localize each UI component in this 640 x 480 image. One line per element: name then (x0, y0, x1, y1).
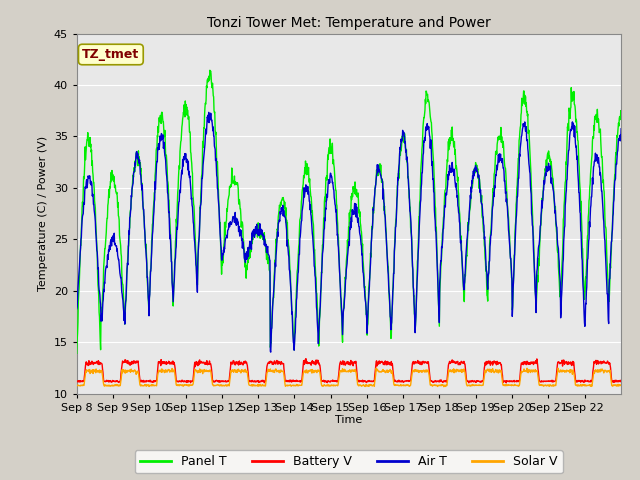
Battery V (589, 363, 597, 369)
Air T (505, 227, 513, 233)
Air T (205, 109, 212, 115)
Solar V (372, 365, 380, 371)
Air T (342, 277, 349, 283)
Battery V (352, 361, 360, 367)
Solar V (164, 368, 172, 374)
Solar V (440, 384, 448, 390)
Solar V (73, 382, 81, 388)
Legend: Panel T, Battery V, Air T, Solar V: Panel T, Battery V, Air T, Solar V (135, 450, 563, 473)
Line: Solar V: Solar V (77, 368, 640, 387)
Panel T (73, 350, 81, 356)
Panel T (341, 274, 349, 280)
Solar V (505, 382, 513, 387)
Air T (73, 306, 81, 312)
Battery V (505, 378, 513, 384)
Air T (589, 164, 597, 169)
Air T (353, 204, 360, 210)
Panel T (504, 211, 512, 217)
Panel T (352, 192, 360, 198)
Line: Battery V: Battery V (77, 359, 640, 383)
Solar V (589, 371, 597, 376)
Air T (267, 349, 275, 355)
Panel T (206, 67, 214, 73)
Battery V (302, 356, 310, 361)
Battery V (164, 360, 172, 366)
Battery V (73, 378, 81, 384)
Panel T (589, 135, 597, 141)
Battery V (341, 362, 349, 368)
Panel T (164, 178, 172, 184)
Battery V (502, 380, 510, 386)
Y-axis label: Temperature (C) / Power (V): Temperature (C) / Power (V) (38, 136, 48, 291)
Solar V (352, 369, 360, 375)
Air T (164, 190, 172, 195)
Line: Panel T: Panel T (77, 70, 640, 353)
Text: TZ_tmet: TZ_tmet (82, 48, 140, 61)
Solar V (341, 369, 349, 374)
Title: Tonzi Tower Met: Temperature and Power: Tonzi Tower Met: Temperature and Power (207, 16, 491, 30)
Line: Air T: Air T (77, 112, 640, 352)
X-axis label: Time: Time (335, 415, 362, 425)
